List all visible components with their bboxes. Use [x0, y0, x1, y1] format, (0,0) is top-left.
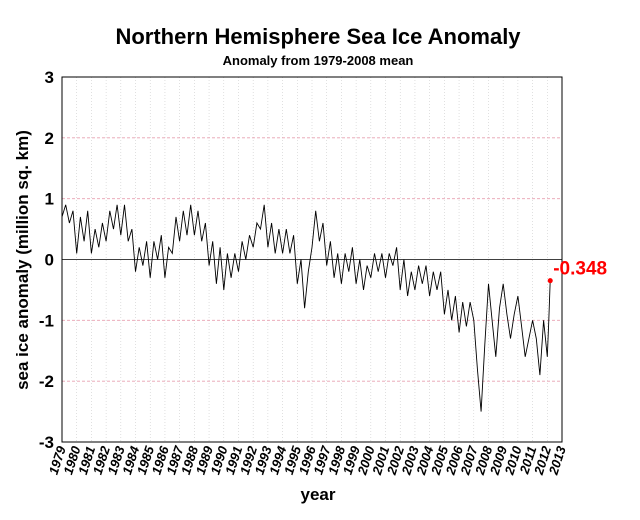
- y-tick-label: -1: [39, 311, 54, 330]
- y-tick-label: -2: [39, 372, 54, 391]
- y-tick-label: -3: [39, 433, 54, 452]
- y-tick-label: 2: [45, 129, 54, 148]
- x-axis-label: year: [301, 485, 336, 504]
- y-tick-label: 1: [45, 190, 54, 209]
- latest-value-marker: [547, 278, 553, 284]
- chart-title: Northern Hemisphere Sea Ice Anomaly: [115, 24, 521, 49]
- y-axis-label: sea ice anomaly (million sq. km): [13, 130, 32, 390]
- x-tick-labels: 1979198019811982198319841985198619871988…: [46, 444, 569, 478]
- chart-subtitle: Anomaly from 1979-2008 mean: [223, 53, 414, 68]
- series-line: [61, 204, 551, 412]
- y-tick-labels: 3 2 1 0 -1 -2 -3: [39, 68, 54, 452]
- latest-value-label: -0.348: [553, 259, 607, 280]
- y-tick-label: 0: [45, 251, 54, 270]
- y-tick-label: 3: [45, 68, 54, 87]
- plot-frame: [61, 76, 563, 443]
